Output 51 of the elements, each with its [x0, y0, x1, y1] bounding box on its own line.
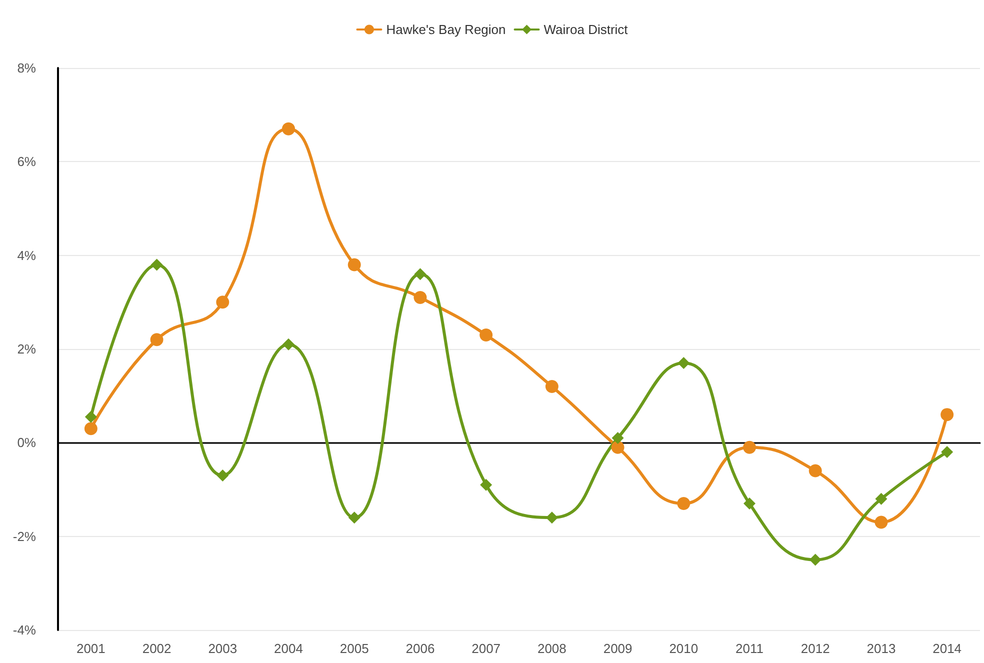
point — [808, 464, 822, 478]
x-tick-label: 2014 — [932, 641, 962, 656]
x-tick-label: 2012 — [800, 641, 830, 656]
point — [677, 497, 690, 510]
point — [611, 440, 624, 454]
point — [84, 410, 97, 423]
point — [282, 338, 294, 350]
point — [480, 478, 492, 491]
x-tick-label: 2009 — [603, 641, 632, 656]
point — [940, 408, 954, 422]
y-tick-label: -2% — [12, 528, 36, 544]
point — [150, 258, 163, 271]
point — [612, 432, 624, 444]
point — [414, 268, 426, 280]
point — [348, 512, 360, 524]
y-tick-label: 0% — [17, 435, 36, 450]
point — [941, 446, 954, 458]
x-tick-label: 2004 — [274, 641, 303, 656]
y-tick-label: 8% — [17, 60, 36, 76]
x-tick-label: 2011 — [736, 641, 764, 656]
point — [744, 498, 756, 510]
point — [743, 440, 756, 454]
x-tick-label: 2013 — [866, 641, 896, 656]
point — [480, 328, 493, 342]
y-tick-label: 6% — [17, 154, 36, 170]
point — [84, 422, 98, 436]
point — [875, 492, 888, 505]
x-tick-label: 2005 — [340, 641, 369, 656]
point — [545, 380, 558, 393]
point — [414, 290, 427, 304]
x-tick-label: 2003 — [208, 641, 238, 656]
y-tick-label: 2% — [17, 342, 36, 356]
point — [282, 122, 295, 136]
x-tick-label: 2007 — [472, 641, 501, 656]
point — [874, 516, 888, 529]
x-tick-label: 2006 — [406, 641, 435, 656]
x-tick-label: 2010 — [669, 641, 698, 656]
x-tick-label: 2002 — [142, 641, 172, 656]
point — [150, 333, 164, 346]
y-tick-label: -4% — [12, 622, 36, 638]
x-tick-label: 2001 — [76, 641, 106, 656]
legend-label: Hawke's Bay Region — [386, 22, 506, 37]
point — [348, 258, 361, 272]
x-tick-label: 2008 — [537, 641, 566, 656]
legend-label: Wairoa District — [544, 22, 628, 37]
point — [216, 469, 229, 482]
point — [809, 554, 822, 566]
point — [546, 512, 558, 524]
point — [678, 357, 690, 370]
point — [216, 296, 230, 309]
y-tick-label: 4% — [17, 248, 36, 263]
